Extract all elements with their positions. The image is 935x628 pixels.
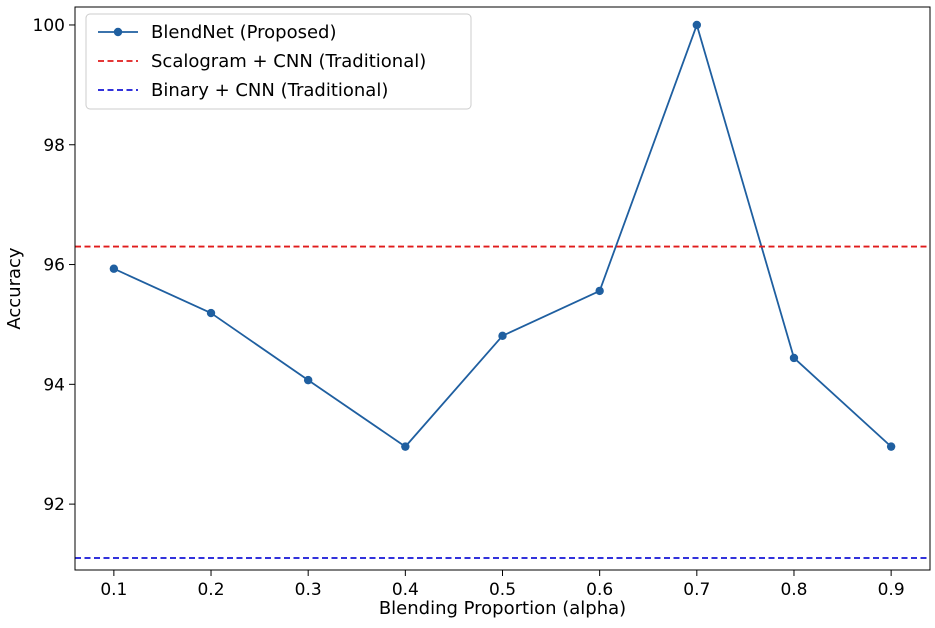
x-tick-label: 0.4 <box>392 580 419 600</box>
data-point <box>886 442 896 451</box>
y-tick-label: 100 <box>33 16 65 36</box>
legend-entry-label: Binary + CNN (Traditional) <box>151 80 388 101</box>
data-point <box>303 375 313 385</box>
data-point <box>789 353 799 363</box>
legend-entry-label: BlendNet (Proposed) <box>151 22 337 43</box>
x-tick-label: 0.3 <box>295 580 322 600</box>
x-tick-label: 0.8 <box>780 580 807 600</box>
legend-box <box>85 13 472 110</box>
x-tick-label: 0.5 <box>489 580 516 600</box>
data-point <box>498 331 507 341</box>
x-tick-label: 0.1 <box>100 580 127 600</box>
data-point <box>595 286 604 296</box>
x-tick-label: 0.9 <box>878 580 905 600</box>
x-axis-ticks: 0.1 0.2 0.3 0.4 0.5 0.6 0.7 0.8 0.9 <box>100 570 905 600</box>
data-point <box>206 308 216 318</box>
y-axis-label: Accuracy <box>4 247 25 330</box>
data-point <box>109 264 119 273</box>
y-tick-label: 96 <box>43 256 65 276</box>
y-tick-label: 94 <box>43 375 65 395</box>
data-point <box>401 442 410 451</box>
y-tick-label: 92 <box>43 495 65 515</box>
x-tick-label: 0.7 <box>683 580 710 600</box>
data-point <box>692 20 702 30</box>
legend-marker <box>113 27 123 37</box>
y-axis-ticks: 92 94 96 98 100 <box>33 16 75 515</box>
x-axis-label: Blending Proportion (alpha) <box>379 598 626 619</box>
x-tick-label: 0.6 <box>586 580 613 600</box>
plot-content <box>75 20 930 559</box>
y-tick-label: 98 <box>43 136 65 156</box>
legend: BlendNet (Proposed) Scalogram + CNN (Trad… <box>85 13 472 110</box>
x-tick-label: 0.2 <box>197 580 224 600</box>
legend-entry-label: Scalogram + CNN (Traditional) <box>151 51 426 72</box>
